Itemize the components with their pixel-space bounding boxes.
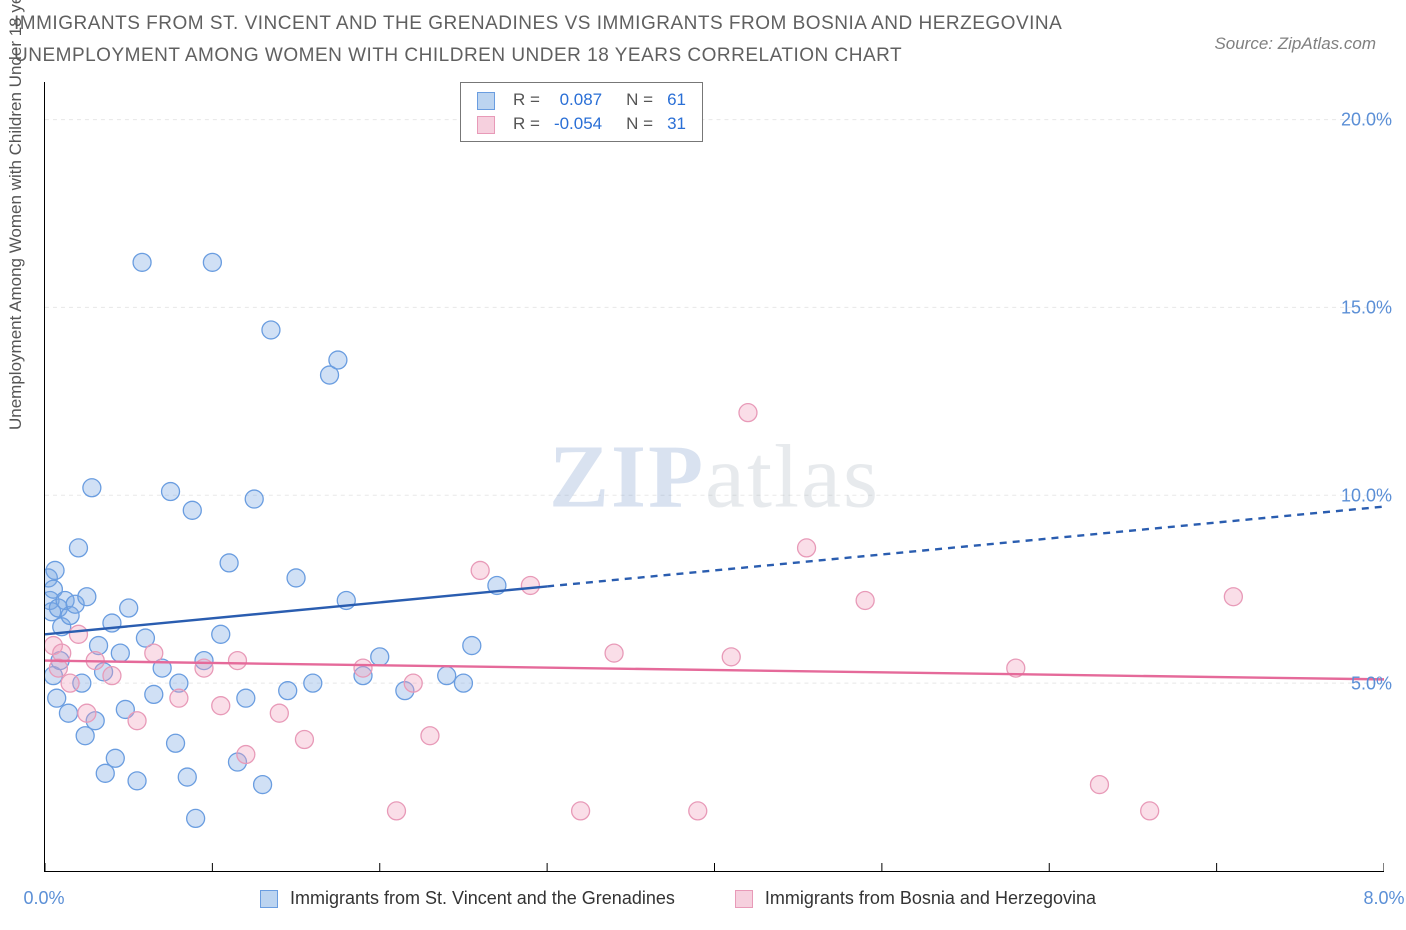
- legend-item-svg: Immigrants from St. Vincent and the Gren…: [260, 888, 675, 909]
- chart-plot-area: ZIPatlas: [44, 82, 1384, 872]
- legend-label: Immigrants from Bosnia and Herzegovina: [765, 888, 1096, 909]
- swatch-icon: [735, 890, 753, 908]
- y-tick-label: 20.0%: [1341, 109, 1392, 130]
- correlation-legend-box: R = 0.087 N = 61 R = -0.054 N = 31: [460, 82, 703, 142]
- legend-label: Immigrants from St. Vincent and the Gren…: [290, 888, 675, 909]
- swatch-icon: [477, 92, 495, 110]
- y-tick-label: 10.0%: [1341, 485, 1392, 506]
- r-value: -0.054: [548, 113, 608, 135]
- x-tick-label: 0.0%: [23, 888, 64, 909]
- legend-top-row-bih: R = -0.054 N = 31: [471, 113, 692, 135]
- scatter-chart-svg: [45, 82, 1384, 871]
- chart-title: IMMIGRANTS FROM ST. VINCENT AND THE GREN…: [14, 8, 1114, 73]
- swatch-icon: [477, 116, 495, 134]
- r-value: 0.087: [548, 89, 608, 111]
- legend-item-bih: Immigrants from Bosnia and Herzegovina: [735, 888, 1096, 909]
- source-citation: Source: ZipAtlas.com: [1214, 34, 1376, 54]
- series-legend: Immigrants from St. Vincent and the Gren…: [260, 888, 1096, 909]
- n-value: 61: [661, 89, 692, 111]
- n-value: 31: [661, 113, 692, 135]
- y-tick-label: 5.0%: [1351, 673, 1392, 694]
- x-tick-label: 8.0%: [1363, 888, 1404, 909]
- swatch-icon: [260, 890, 278, 908]
- y-tick-label: 15.0%: [1341, 297, 1392, 318]
- y-axis-label: Unemployment Among Women with Children U…: [6, 0, 26, 430]
- legend-top-row-svg: R = 0.087 N = 61: [471, 89, 692, 111]
